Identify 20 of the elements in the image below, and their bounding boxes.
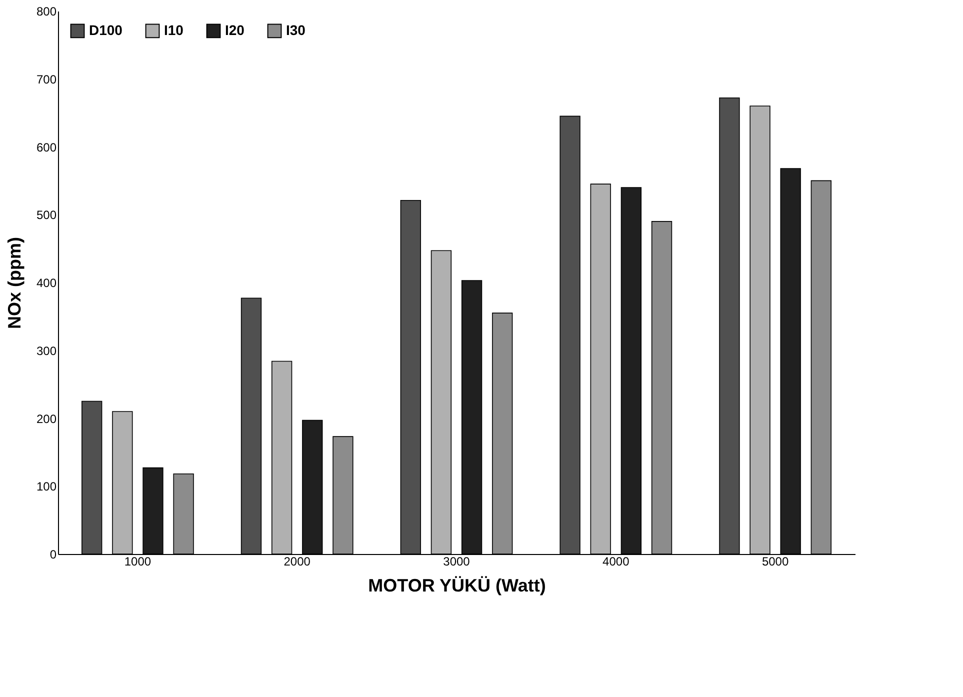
x-tick-label: 2000 (284, 554, 311, 568)
x-tick-label: 3000 (443, 554, 470, 568)
y-tick-label: 400 (36, 276, 57, 290)
y-tick-label: 600 (36, 140, 57, 154)
y-tick-label: 200 (36, 412, 57, 426)
legend-label: D100 (89, 22, 123, 38)
y-axis-title: NOx (ppm) (4, 237, 24, 329)
legend-label: I30 (286, 22, 306, 38)
x-tick-label: 1000 (124, 554, 152, 568)
legend-label: I10 (164, 22, 184, 38)
legend-label: I20 (225, 22, 245, 38)
y-tick-label: 0 (50, 548, 57, 562)
x-axis-title: MOTOR YÜKÜ (Watt) (368, 576, 546, 596)
x-tick-label: 4000 (602, 554, 630, 568)
y-tick-label: 500 (36, 208, 57, 222)
y-tick-label: 100 (36, 480, 57, 494)
y-tick-label: 800 (36, 4, 57, 18)
y-tick-label: 300 (36, 344, 57, 358)
y-tick-label: 700 (36, 72, 57, 86)
x-tick-label: 5000 (762, 554, 789, 568)
